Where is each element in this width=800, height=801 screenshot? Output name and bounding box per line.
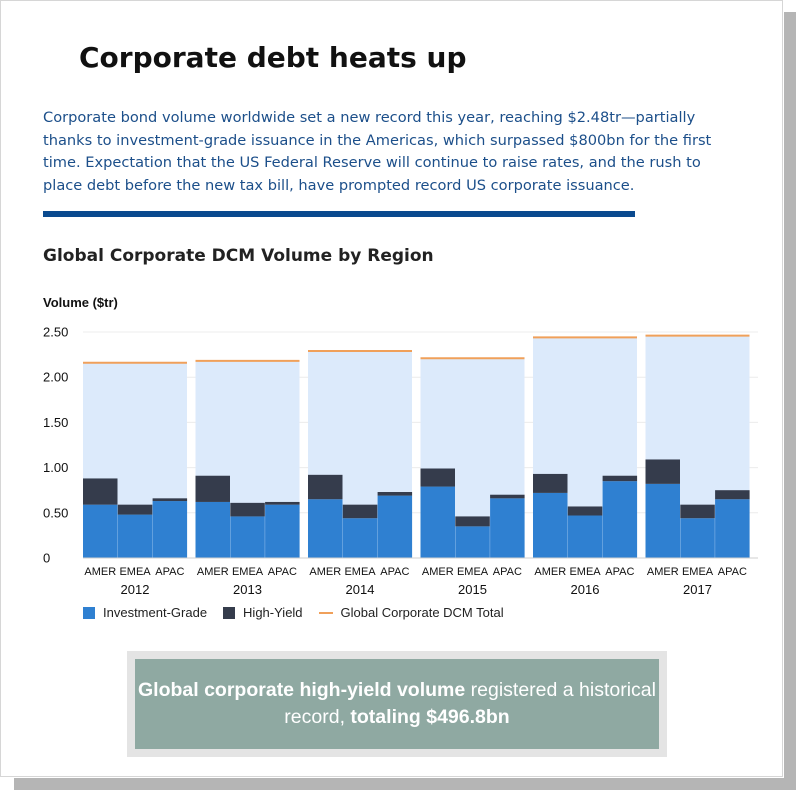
- callout-body: registered a historical record,: [284, 679, 656, 728]
- x-tick-region-label: EMEA: [569, 566, 601, 578]
- x-tick-region-label: AMER: [422, 566, 454, 578]
- bar-high-yield-2017-emea: [680, 504, 715, 519]
- bar-investment-grade-2016-emea: [567, 515, 603, 558]
- x-tick-region-label: AMER: [647, 566, 679, 578]
- bar-investment-grade-2016-amer: [533, 492, 568, 558]
- bar-high-yield-2017-amer: [645, 459, 680, 484]
- callout-text: Global corporate high-yield volume regis…: [135, 677, 659, 731]
- x-tick-region-label: EMEA: [232, 566, 264, 578]
- bar-high-yield-2014-emea: [342, 504, 378, 519]
- bar-investment-grade-2015-amer: [420, 486, 455, 558]
- bar-investment-grade-2017-amer: [645, 483, 680, 558]
- y-axis-label: Volume ($tr): [43, 295, 118, 310]
- x-tick-region-label: AMER: [534, 566, 566, 578]
- x-tick-region-label: EMEA: [344, 566, 376, 578]
- legend-swatch-total: [318, 611, 333, 614]
- bar-investment-grade-2013-emea: [230, 516, 265, 558]
- y-tick-label: 0.50: [43, 505, 68, 520]
- bar-high-yield-2013-amer: [195, 475, 230, 502]
- bar-high-yield-2013-apac: [265, 501, 300, 505]
- infographic-card: Corporate debt heats up Corporate bond v…: [0, 0, 783, 777]
- chart-title: Global Corporate DCM Volume by Region: [43, 246, 434, 266]
- divider-rule: [43, 211, 635, 217]
- legend-label-investment-grade: Investment-Grade: [103, 605, 208, 620]
- x-tick-region-label: APAC: [380, 566, 409, 578]
- bar-investment-grade-2013-apac: [265, 504, 300, 558]
- x-tick-region-label: EMEA: [682, 566, 714, 578]
- card-shadow-bottom: [14, 778, 796, 790]
- callout-frame: Global corporate high-yield volume regis…: [127, 651, 667, 757]
- x-tick-year-label: 2016: [571, 582, 600, 597]
- bar-high-yield-2016-emea: [567, 506, 603, 516]
- legend-item-total: Global Corporate DCM Total: [318, 605, 504, 620]
- x-tick-year-label: 2017: [683, 582, 712, 597]
- legend-label-total: Global Corporate DCM Total: [340, 605, 504, 620]
- bar-investment-grade-2012-amer: [83, 504, 118, 558]
- y-tick-label: 0: [43, 551, 50, 566]
- legend-item-high-yield: High-Yield: [223, 605, 303, 620]
- y-tick-label: 2.50: [43, 325, 68, 340]
- bar-investment-grade-2017-apac: [715, 499, 750, 558]
- bar-investment-grade-2014-amer: [308, 499, 343, 558]
- bar-high-yield-2016-amer: [533, 473, 568, 493]
- bar-high-yield-2017-apac: [715, 490, 750, 500]
- legend-item-investment-grade: Investment-Grade: [83, 605, 207, 620]
- bar-high-yield-2014-apac: [377, 492, 413, 496]
- bar-high-yield-2012-emea: [117, 504, 153, 515]
- x-tick-year-label: 2015: [458, 582, 487, 597]
- bar-high-yield-2012-apac: [152, 498, 188, 502]
- bar-high-yield-2014-amer: [308, 474, 343, 500]
- callout-total: totaling $496.8bn: [350, 706, 510, 728]
- x-tick-year-label: 2013: [233, 582, 262, 597]
- bar-high-yield-2015-emea: [455, 516, 490, 527]
- x-tick-region-label: APAC: [718, 566, 747, 578]
- bar-investment-grade-2015-emea: [455, 526, 490, 558]
- bar-investment-grade-2012-apac: [152, 501, 188, 558]
- x-tick-region-label: EMEA: [119, 566, 151, 578]
- bar-investment-grade-2015-apac: [490, 498, 525, 558]
- y-tick-label: 1.50: [43, 415, 68, 430]
- x-tick-region-label: APAC: [605, 566, 634, 578]
- legend-swatch-investment-grade: [83, 606, 95, 619]
- x-tick-region-label: APAC: [155, 566, 184, 578]
- chart-legend: Investment-Grade High-Yield Global Corpo…: [83, 605, 520, 620]
- x-tick-region-label: EMEA: [457, 566, 489, 578]
- y-tick-label: 1.00: [43, 460, 68, 475]
- x-tick-year-label: 2014: [346, 582, 375, 597]
- x-tick-region-label: APAC: [268, 566, 297, 578]
- bar-investment-grade-2017-emea: [680, 518, 715, 558]
- callout-box: Global corporate high-yield volume regis…: [135, 659, 659, 749]
- bar-high-yield-2012-amer: [83, 478, 118, 505]
- bar-investment-grade-2014-apac: [377, 495, 413, 558]
- bar-investment-grade-2016-apac: [602, 481, 638, 558]
- x-tick-region-label: AMER: [309, 566, 341, 578]
- callout-bold-phrase: Global corporate high-yield volume: [138, 679, 466, 701]
- x-tick-region-label: APAC: [493, 566, 522, 578]
- x-tick-year-label: 2012: [121, 582, 150, 597]
- page-title: Corporate debt heats up: [79, 41, 467, 74]
- intro-paragraph: Corporate bond volume worldwide set a ne…: [43, 109, 712, 194]
- x-tick-region-label: AMER: [197, 566, 229, 578]
- card-shadow-right: [784, 12, 796, 790]
- bar-investment-grade-2013-amer: [195, 501, 230, 558]
- bar-high-yield-2015-amer: [420, 468, 455, 487]
- bar-high-yield-2013-emea: [230, 502, 265, 517]
- bar-high-yield-2016-apac: [602, 475, 638, 482]
- x-tick-region-label: AMER: [84, 566, 116, 578]
- bar-high-yield-2015-apac: [490, 494, 525, 499]
- bar-investment-grade-2012-emea: [117, 514, 153, 558]
- legend-label-high-yield: High-Yield: [243, 605, 303, 620]
- y-tick-label: 2.00: [43, 370, 68, 385]
- bar-investment-grade-2014-emea: [342, 518, 378, 558]
- legend-swatch-high-yield: [223, 606, 236, 619]
